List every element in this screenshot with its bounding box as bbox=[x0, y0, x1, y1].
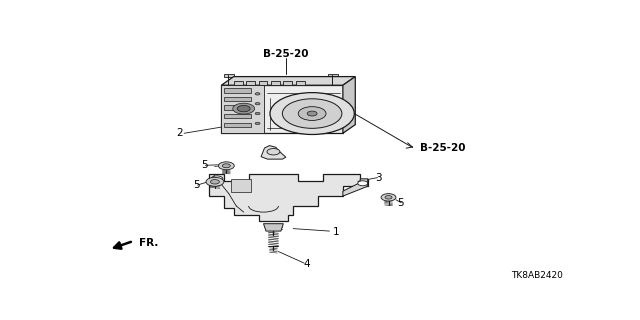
Polygon shape bbox=[264, 224, 284, 231]
Circle shape bbox=[255, 92, 260, 95]
Bar bbox=[271, 81, 280, 85]
Circle shape bbox=[237, 105, 250, 112]
Circle shape bbox=[255, 122, 260, 124]
Bar bbox=[234, 81, 243, 85]
Circle shape bbox=[282, 99, 342, 128]
Text: 5: 5 bbox=[397, 198, 404, 209]
Circle shape bbox=[218, 162, 234, 170]
Bar bbox=[224, 97, 251, 101]
Circle shape bbox=[222, 164, 230, 168]
Circle shape bbox=[211, 180, 220, 184]
Bar bbox=[224, 123, 251, 127]
Text: 2: 2 bbox=[177, 128, 183, 138]
Polygon shape bbox=[221, 85, 343, 133]
Circle shape bbox=[255, 102, 260, 105]
Bar bbox=[224, 105, 251, 110]
Text: B-25-20: B-25-20 bbox=[263, 49, 308, 60]
Polygon shape bbox=[221, 76, 355, 85]
Circle shape bbox=[358, 181, 367, 186]
Text: 5: 5 bbox=[193, 180, 200, 190]
Circle shape bbox=[385, 196, 392, 199]
Circle shape bbox=[255, 112, 260, 115]
Bar bbox=[224, 88, 251, 92]
Bar bbox=[259, 81, 268, 85]
Bar bbox=[224, 74, 234, 76]
Bar bbox=[284, 81, 292, 85]
Circle shape bbox=[233, 103, 255, 114]
Text: 3: 3 bbox=[375, 172, 381, 183]
Text: 1: 1 bbox=[333, 227, 340, 237]
Bar bbox=[246, 81, 255, 85]
Bar bbox=[231, 179, 251, 192]
Bar bbox=[224, 114, 251, 118]
Text: B-25-20: B-25-20 bbox=[420, 143, 465, 153]
Text: 5: 5 bbox=[202, 160, 208, 170]
Circle shape bbox=[307, 111, 317, 116]
Polygon shape bbox=[343, 76, 355, 133]
Polygon shape bbox=[209, 174, 367, 221]
Bar bbox=[328, 74, 338, 76]
Circle shape bbox=[381, 194, 396, 201]
Circle shape bbox=[298, 107, 326, 120]
Circle shape bbox=[211, 176, 223, 182]
Polygon shape bbox=[343, 179, 367, 196]
Text: 4: 4 bbox=[303, 259, 310, 269]
Circle shape bbox=[267, 148, 280, 155]
Text: TK8AB2420: TK8AB2420 bbox=[511, 271, 563, 280]
Bar bbox=[296, 81, 305, 85]
Circle shape bbox=[206, 177, 224, 186]
Circle shape bbox=[270, 92, 355, 134]
Text: FR.: FR. bbox=[138, 238, 158, 248]
Polygon shape bbox=[221, 85, 264, 133]
Polygon shape bbox=[261, 146, 286, 159]
